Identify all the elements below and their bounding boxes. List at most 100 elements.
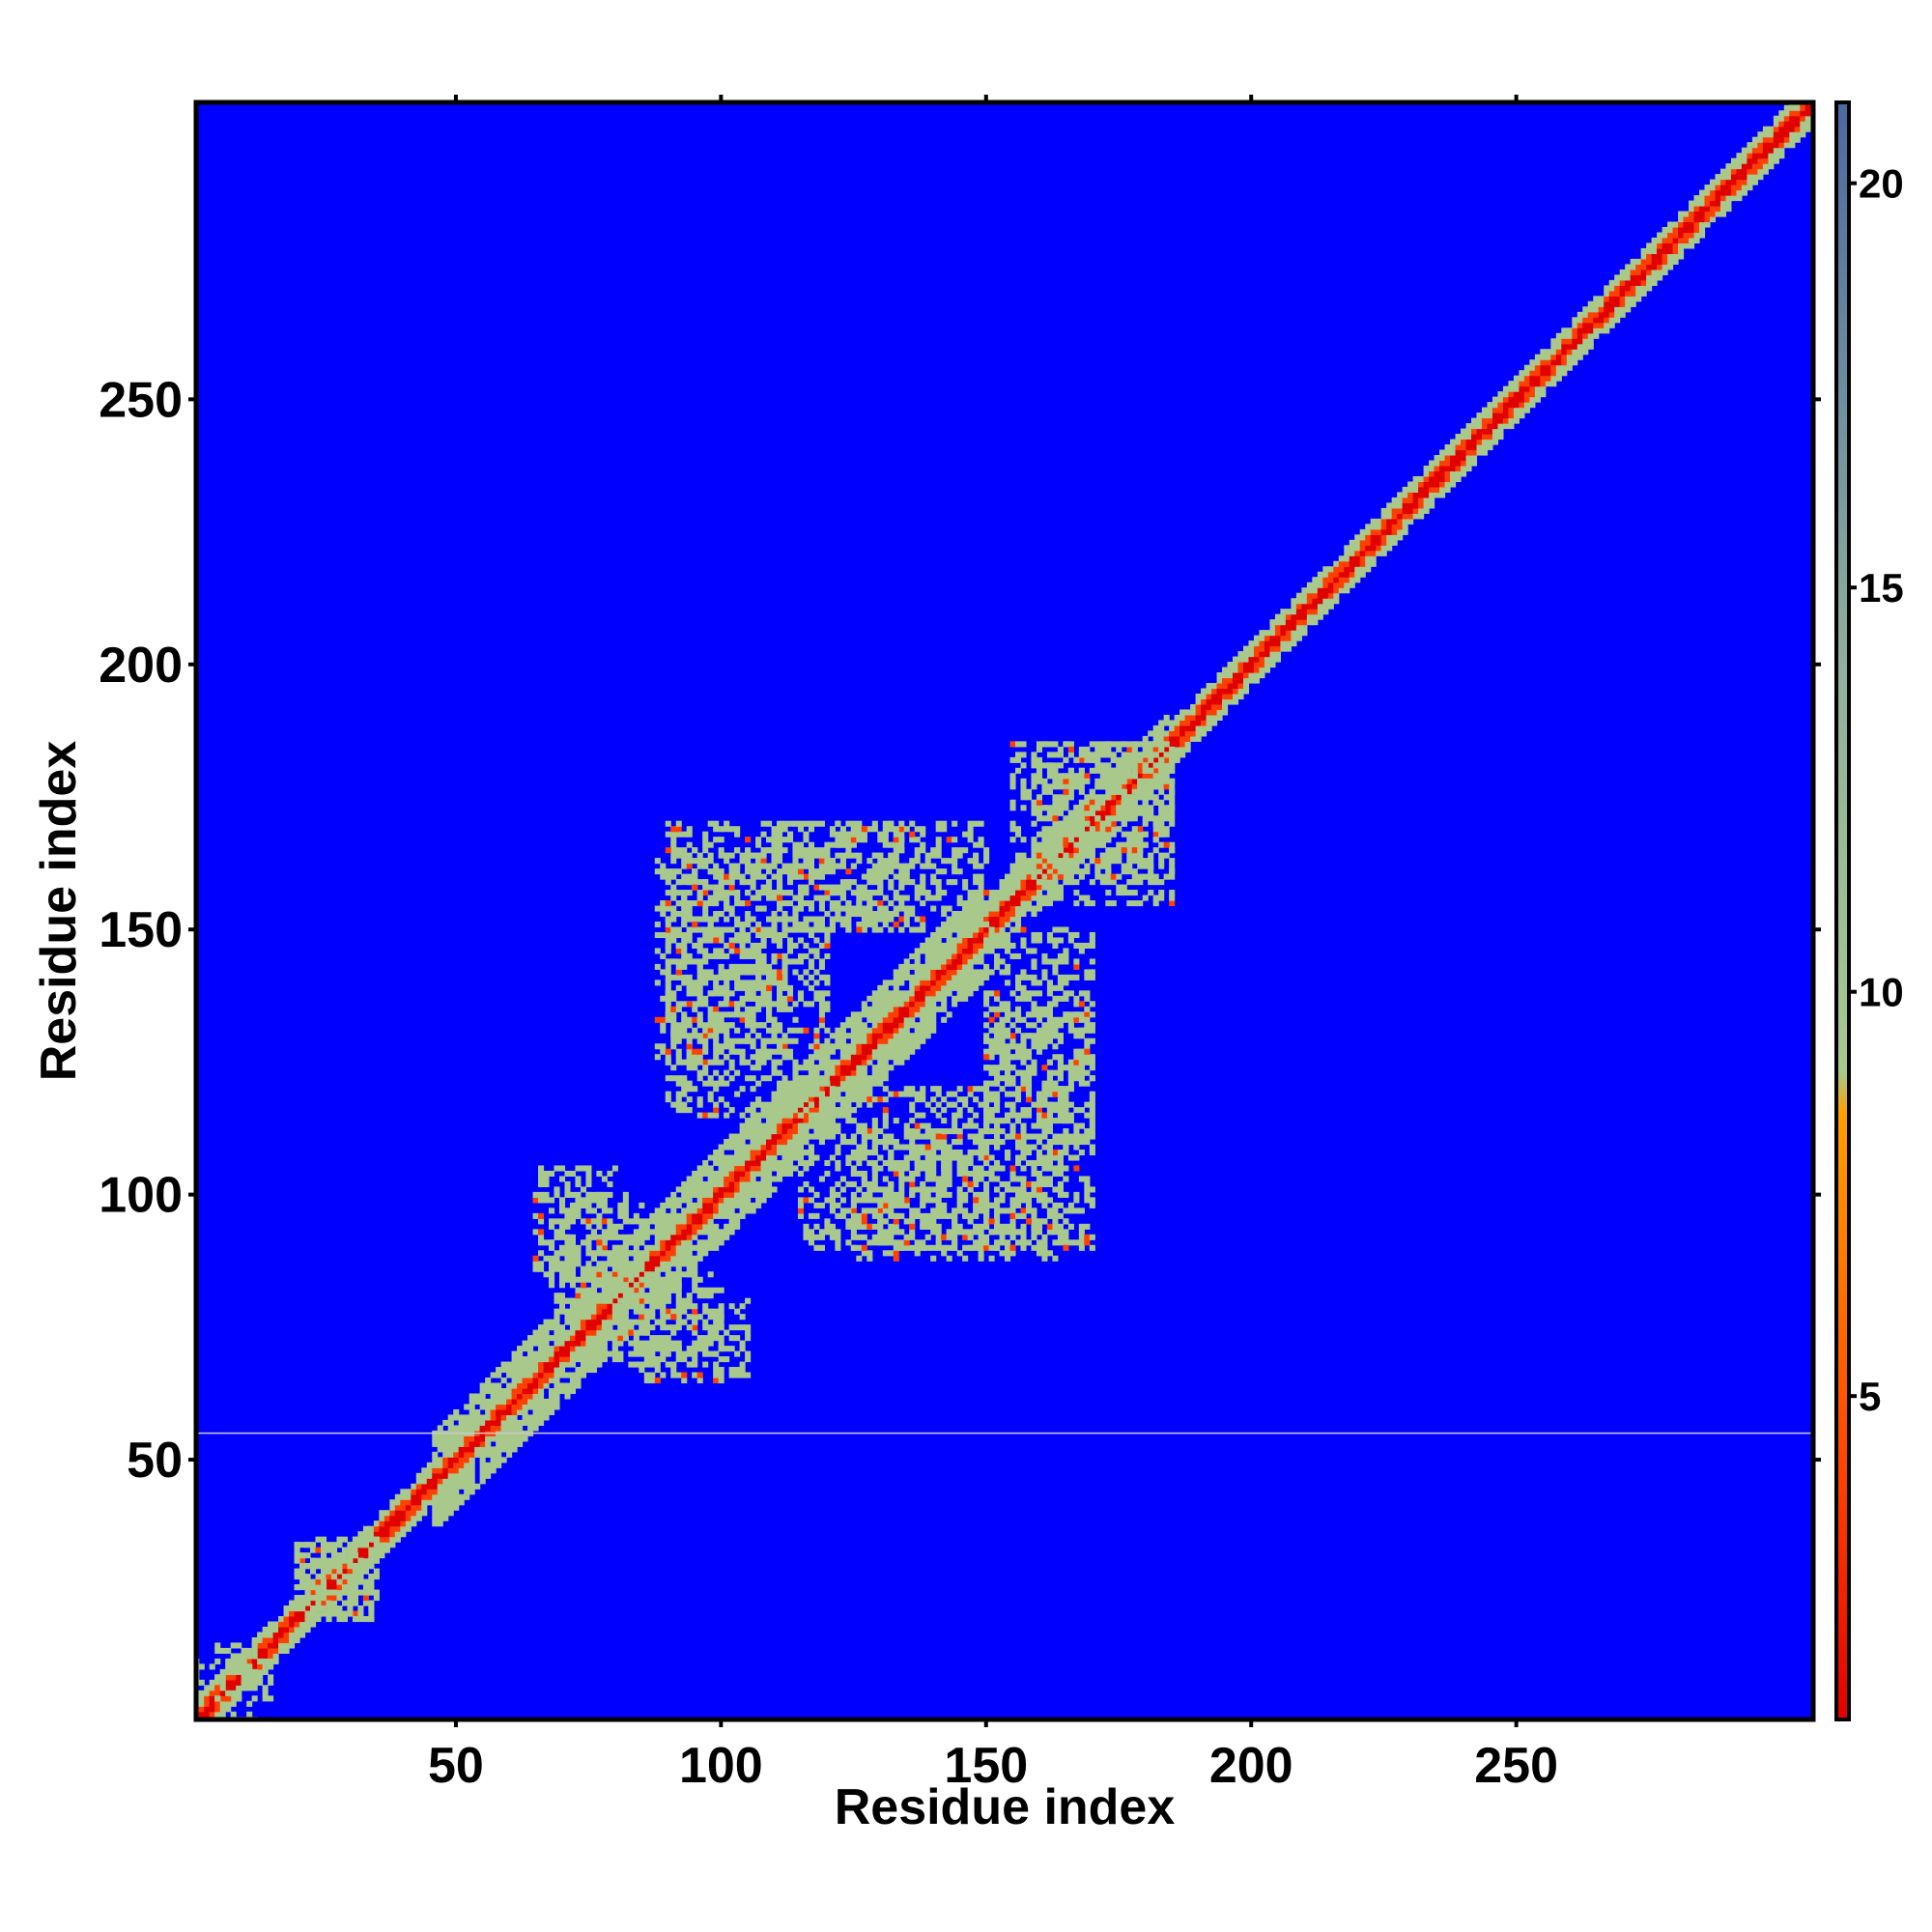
heatmap-cell: [681, 1356, 688, 1363]
heatmap-cell: [1407, 492, 1414, 498]
heatmap-cell: [1201, 709, 1208, 716]
heatmap-cell: [813, 1101, 820, 1108]
heatmap-cell: [1333, 577, 1340, 583]
heatmap-cell: [935, 1229, 942, 1236]
heatmap-cell: [702, 900, 709, 907]
heatmap-cell: [675, 1287, 682, 1293]
heatmap-cell: [728, 1159, 735, 1167]
heatmap-cell: [1783, 110, 1790, 117]
heatmap-cell: [1020, 879, 1027, 886]
heatmap-cell: [330, 1563, 338, 1570]
heatmap-cell: [1492, 402, 1499, 409]
heatmap-cell: [946, 984, 952, 991]
heatmap-cell: [1709, 206, 1717, 213]
heatmap-cell: [294, 1584, 300, 1591]
heatmap-cell: [724, 995, 730, 1002]
heatmap-cell: [1540, 370, 1547, 377]
heatmap-cell: [707, 1016, 714, 1023]
heatmap-cell: [777, 1144, 783, 1151]
heatmap-cell: [1502, 402, 1510, 409]
heatmap-cell: [1227, 677, 1234, 684]
heatmap-cell: [1376, 545, 1382, 552]
heatmap-cell: [718, 1149, 724, 1156]
heatmap-cell: [1184, 735, 1191, 742]
heatmap-cell: [654, 1229, 661, 1236]
heatmap-cell: [506, 1387, 513, 1395]
heatmap-cell: [1163, 767, 1170, 774]
heatmap-cell: [670, 847, 677, 854]
heatmap-cell: [543, 1404, 550, 1410]
heatmap-cell: [766, 1191, 773, 1198]
heatmap-cell: [914, 995, 921, 1002]
heatmap-cell: [464, 1440, 470, 1447]
heatmap-cell: [1715, 200, 1721, 207]
heatmap-cell: [696, 1250, 703, 1257]
heatmap-cell: [898, 1059, 905, 1065]
heatmap-cell: [622, 1261, 629, 1267]
heatmap-cell: [1046, 890, 1053, 896]
heatmap-cell: [692, 1059, 698, 1065]
heatmap-cell: [1683, 232, 1690, 239]
heatmap-cell: [1169, 724, 1176, 731]
heatmap-cell: [442, 1472, 449, 1479]
heatmap-cell: [607, 1319, 613, 1325]
heatmap-cell: [1397, 518, 1404, 525]
heatmap-cell: [893, 1048, 899, 1055]
heatmap-cell: [1301, 619, 1308, 626]
heatmap-cell: [728, 1324, 735, 1331]
heatmap-cell: [1009, 895, 1016, 901]
heatmap-cell: [1662, 264, 1668, 270]
heatmap-cell: [1423, 470, 1430, 477]
heatmap-cell: [622, 1308, 629, 1315]
heatmap-cell: [1657, 247, 1663, 255]
heatmap-cell: [1391, 502, 1398, 509]
heatmap-cell: [941, 984, 948, 991]
heatmap-cell: [1057, 1234, 1064, 1240]
heatmap-cell: [967, 937, 974, 944]
heatmap-cell: [1545, 381, 1551, 387]
heatmap-cell: [760, 1170, 767, 1178]
heatmap-cell: [702, 1361, 709, 1368]
heatmap-cell: [522, 1398, 528, 1406]
heatmap-cell: [792, 1075, 799, 1082]
heatmap-cell: [675, 1314, 682, 1321]
heatmap-cell: [686, 1197, 693, 1204]
heatmap-cell: [1301, 592, 1308, 599]
heatmap-cell: [622, 1265, 629, 1272]
heatmap-cell: [558, 1303, 566, 1310]
heatmap-cell: [1614, 311, 1621, 318]
heatmap-cell: [1253, 645, 1261, 652]
heatmap-cell: [665, 1202, 671, 1208]
heatmap-cell: [1137, 741, 1144, 748]
heatmap-cell: [251, 1658, 258, 1664]
heatmap-cell: [1206, 714, 1212, 722]
heatmap-cell: [643, 1223, 650, 1230]
heatmap-cell: [373, 1542, 380, 1548]
heatmap-cell: [590, 1234, 597, 1240]
heatmap-cell: [1333, 582, 1340, 588]
heatmap-cell: [1704, 221, 1711, 228]
heatmap-cell: [654, 1293, 661, 1299]
heatmap-cell: [585, 1239, 592, 1246]
heatmap-cell: [1555, 332, 1562, 339]
heatmap-cell: [1216, 688, 1223, 695]
heatmap-cell: [696, 1202, 703, 1208]
heatmap-cell: [1555, 370, 1562, 377]
heatmap-cell: [724, 1180, 730, 1187]
heatmap-cell: [1439, 475, 1446, 483]
heatmap-cell: [283, 1636, 290, 1644]
heatmap-cell: [225, 1679, 232, 1686]
heatmap-cell: [1550, 370, 1557, 377]
heatmap-cell: [1587, 300, 1594, 307]
heatmap-cell: [304, 1615, 311, 1623]
heatmap-cell: [464, 1425, 470, 1432]
heatmap-cell: [1651, 242, 1658, 249]
heatmap-cell: [983, 905, 990, 912]
heatmap-cell: [1587, 332, 1594, 339]
heatmap-cell: [415, 1515, 422, 1521]
heatmap-cell: [713, 1367, 720, 1374]
heatmap-cell: [209, 1711, 215, 1718]
heatmap-cell: [1751, 163, 1758, 170]
heatmap-cell: [1667, 237, 1674, 244]
heatmap-cell: [622, 1282, 629, 1289]
